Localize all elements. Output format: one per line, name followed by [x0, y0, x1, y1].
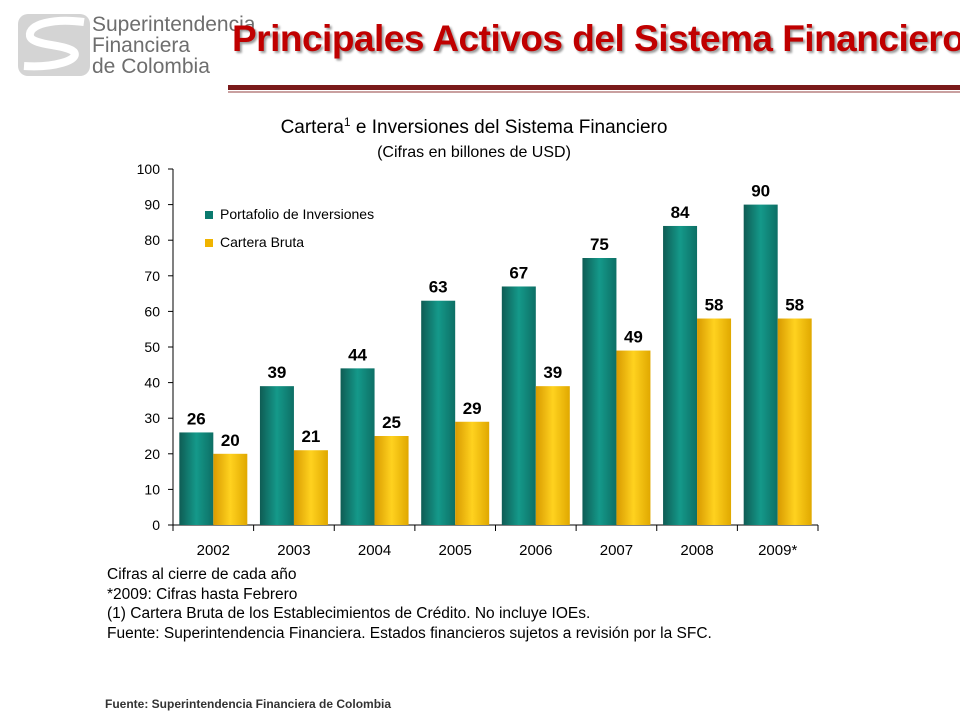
- data-label: 58: [705, 296, 724, 315]
- x-tick-label: 2003: [277, 542, 310, 559]
- bar-cartera: [374, 436, 409, 525]
- data-label: 39: [543, 363, 562, 382]
- y-tick-label: 30: [144, 410, 160, 426]
- chart-title-main: Cartera: [281, 117, 345, 138]
- bar-portafolio: [663, 225, 698, 525]
- y-tick-label: 10: [144, 481, 160, 497]
- data-label: 58: [785, 296, 804, 315]
- title-rule: [228, 85, 960, 90]
- data-label: 49: [624, 328, 643, 347]
- data-label: 84: [671, 203, 690, 222]
- data-label: 67: [509, 263, 528, 282]
- title-rule-shadow: [228, 91, 960, 93]
- legend-swatch: [205, 239, 213, 247]
- bar-cartera: [777, 318, 812, 525]
- data-label: 26: [187, 409, 206, 428]
- data-label: 20: [221, 431, 240, 450]
- plot-area: 0 10 20 30 40 50 60 70 80 90 100 2002 2003 2004 2005 20…: [137, 161, 819, 559]
- x-tick-label: 2005: [439, 542, 472, 559]
- chart-title-rest: e Inversiones del Sistema Financiero: [351, 117, 668, 138]
- y-tick-label: 60: [144, 303, 160, 319]
- x-tick-label: 2006: [519, 542, 552, 559]
- sfc-logo: [18, 14, 90, 76]
- note-line: Cifras al cierre de cada año: [107, 566, 297, 583]
- y-tick-label: 100: [137, 161, 161, 177]
- chart-title: Cartera1 e Inversiones del Sistema Finan…: [281, 115, 668, 138]
- x-tick-label: 2004: [358, 542, 391, 559]
- bar-portafolio: [179, 432, 214, 525]
- bar-cartera: [213, 453, 248, 525]
- data-label: 44: [348, 345, 367, 364]
- note-line: (1) Cartera Bruta de los Establecimiento…: [107, 605, 591, 622]
- logo-s-mark: [23, 16, 85, 71]
- note-line: *2009: Cifras hasta Febrero: [107, 585, 298, 603]
- y-tick-label: 80: [144, 232, 160, 248]
- y-tick-label: 90: [144, 197, 160, 213]
- logo-line-2: Financiera: [92, 34, 191, 57]
- bar-cartera: [616, 350, 651, 525]
- bar-portafolio: [259, 386, 294, 525]
- y-tick-label: 0: [152, 517, 160, 533]
- legend-label: Portafolio de Inversiones: [220, 206, 374, 222]
- chart-notes: Cifras al cierre de cada año *2009: Cifr…: [107, 565, 712, 643]
- data-label: 21: [301, 427, 320, 446]
- legend-label: Cartera Bruta: [220, 234, 304, 250]
- data-label: 90: [751, 182, 770, 201]
- y-tick-label: 40: [144, 375, 160, 391]
- page-source: Fuente: Superintendencia Financiera de C…: [105, 697, 392, 711]
- x-tick-label: 2007: [600, 542, 633, 559]
- bar-cartera: [697, 318, 732, 525]
- x-tick-label: 2002: [197, 542, 230, 559]
- legend-swatch: [205, 211, 213, 219]
- data-label: 29: [463, 399, 482, 418]
- bar-portafolio: [582, 258, 617, 525]
- x-tick-label: 2008: [680, 542, 713, 559]
- bar-cartera: [455, 421, 490, 525]
- chart-subtitle: (Cifras en billones de USD): [377, 144, 571, 161]
- data-label: 75: [590, 235, 609, 254]
- y-tick-label: 20: [144, 446, 160, 462]
- logo-line-3: de Colombia: [92, 55, 210, 78]
- chart-title-footnote-mark: 1: [344, 115, 351, 129]
- y-tick-label: 70: [144, 268, 160, 284]
- bar-portafolio: [421, 300, 456, 525]
- y-tick-label: 50: [144, 339, 160, 355]
- page-title: Principales Activos del Sistema Financie…: [232, 18, 960, 59]
- bar-portafolio: [340, 368, 375, 525]
- bar-cartera: [535, 386, 570, 525]
- bar-cartera: [293, 450, 328, 525]
- note-line: Fuente: Superintendencia Financiera. Est…: [107, 624, 712, 642]
- data-label: 25: [382, 413, 401, 432]
- data-label: 39: [267, 363, 286, 382]
- data-label: 63: [429, 278, 448, 297]
- logo-wordmark: Superintendencia Financiera de Colombia: [92, 14, 255, 77]
- x-tick-label: 2009*: [758, 542, 797, 559]
- logo-line-1: Superintendencia: [92, 13, 256, 36]
- bar-portafolio: [743, 204, 778, 525]
- bar-portafolio: [501, 286, 536, 525]
